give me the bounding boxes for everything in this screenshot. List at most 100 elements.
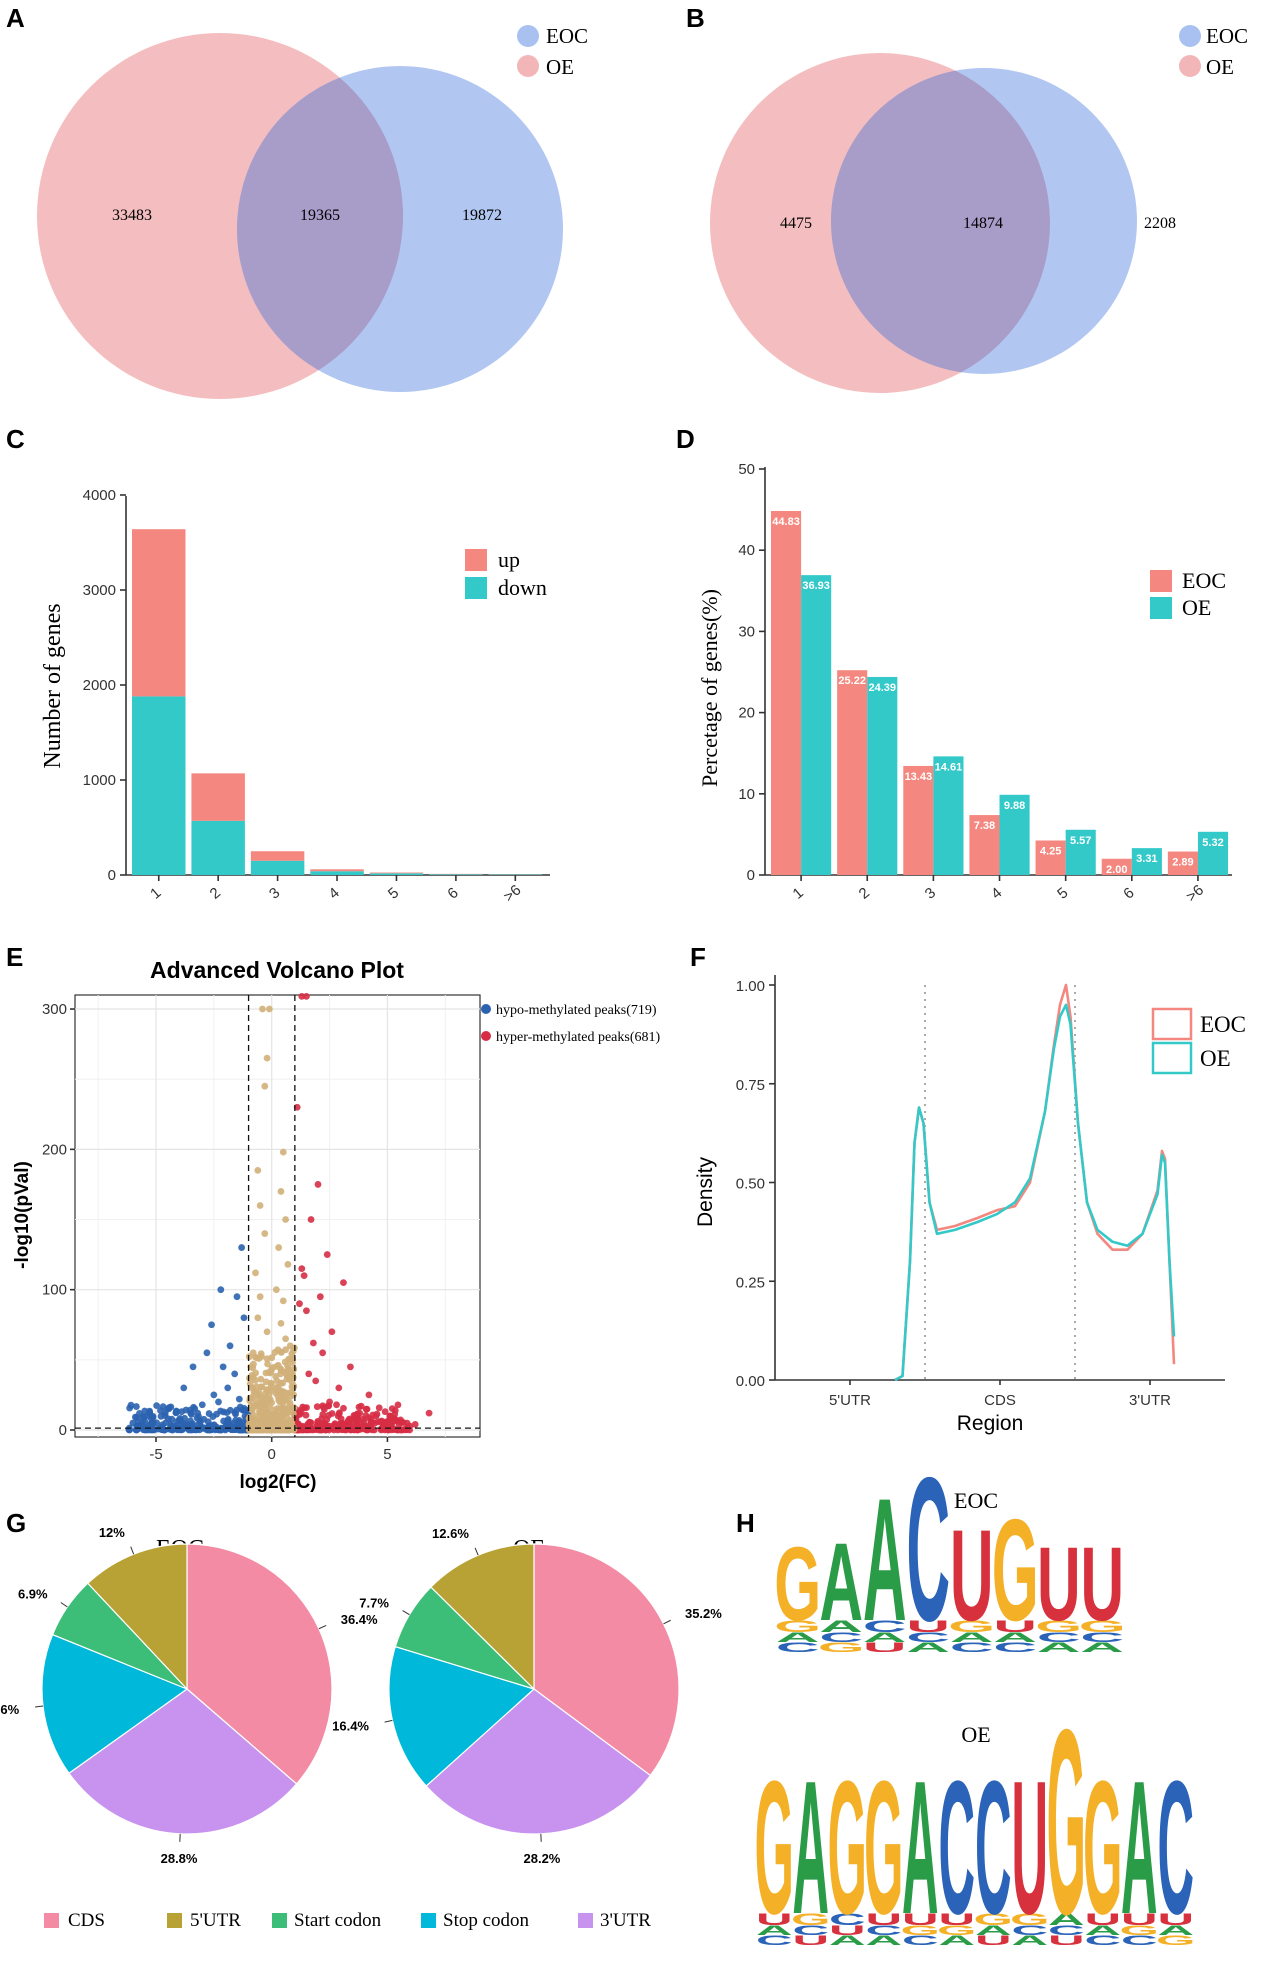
bar-value-label: 36.93	[802, 580, 830, 592]
panel-label-g: G	[6, 1508, 26, 1538]
bar-down	[250, 860, 305, 875]
y-tick-label: 1000	[83, 772, 116, 789]
y-axis-label: Density	[694, 1156, 717, 1227]
bar-value-label: 2.00	[1106, 864, 1127, 876]
hyper-point	[340, 1404, 347, 1412]
hypo-point	[149, 1426, 157, 1434]
bar-chart-c: 0 1000 2000 3000 4000 1 2 3 4 5 6 >6	[83, 487, 550, 906]
ns-point	[266, 1396, 274, 1403]
hyper-point	[317, 1420, 325, 1428]
bar-value-label: 4.25	[1040, 845, 1061, 857]
legend-label-oe: OE	[546, 55, 574, 79]
y-tick-label: 20	[738, 705, 755, 722]
slice-leader-line	[34, 1705, 44, 1708]
legend-swatch-5utr	[167, 1913, 182, 1928]
line-oe	[894, 1003, 1176, 1382]
logo-letter-a: A	[792, 1742, 829, 1954]
legend-label-oe: OE	[1182, 595, 1211, 620]
slice-percent-label: 28.8%	[161, 1851, 198, 1866]
logo-letter-c: C	[756, 1932, 793, 1948]
slice-leader-line	[60, 1602, 68, 1608]
hyper-point	[373, 1410, 381, 1418]
legend-label-3utr: 3'UTR	[600, 1910, 651, 1931]
logo-letter-c: C	[902, 1932, 939, 1948]
logo-letter-c: C	[819, 1630, 863, 1646]
ns-point	[256, 1202, 264, 1209]
bar-down	[429, 874, 483, 875]
hyper-point	[303, 1307, 310, 1315]
legend-swatch-eoc	[1151, 1007, 1193, 1041]
logo-letter-u: U	[938, 1910, 975, 1929]
hyper-point	[395, 1420, 403, 1428]
hypo-point	[168, 1415, 176, 1423]
hypo-point	[161, 1412, 169, 1420]
ns-point	[261, 1230, 269, 1237]
bar-value-label: 5.32	[1202, 837, 1223, 849]
bar-up	[369, 872, 424, 874]
logo-letter-u: U	[792, 1932, 829, 1948]
hypo-point	[173, 1418, 181, 1425]
x-tick-label: 0	[268, 1446, 276, 1463]
logo-letter-c: C	[776, 1640, 820, 1656]
bar-eoc	[771, 510, 802, 875]
hyper-point	[323, 1251, 331, 1258]
hyper-point	[328, 1328, 336, 1336]
hypo-point	[162, 1419, 170, 1427]
hypo-point	[175, 1425, 183, 1433]
hypo-point	[224, 1384, 232, 1392]
logo-letter-c: C	[1084, 1932, 1121, 1948]
logo-letter-c: C	[1037, 1630, 1081, 1646]
bar-eoc	[1035, 840, 1066, 875]
y-tick-label: 100	[42, 1282, 67, 1299]
ns-point	[274, 1361, 282, 1369]
hypo-point	[194, 1409, 202, 1417]
hypo-point	[178, 1408, 186, 1416]
x-tick-label: >6	[1183, 882, 1207, 906]
ns-point	[252, 1269, 259, 1277]
logo-letter-g: G	[1079, 1617, 1126, 1635]
hypo-point	[126, 1426, 133, 1434]
hyper-point	[425, 1409, 433, 1417]
logo-letter-a: A	[1084, 1922, 1121, 1938]
hypo-point	[190, 1422, 197, 1430]
slice-percent-label: 36.4%	[341, 1612, 378, 1627]
panel-b: B 4475 14874 2208 EOC OE	[686, 3, 1248, 393]
hyper-point	[316, 1293, 324, 1301]
logo-letter-u: U	[1037, 1526, 1081, 1644]
hypo-point	[208, 1425, 216, 1433]
panel-c: C 0 1000 2000 3000 4000 1 2 3 4 5 6 >6 Number of ge…	[6, 424, 550, 906]
ns-point	[272, 1412, 280, 1420]
hyper-point	[375, 1404, 383, 1412]
hyper-point	[298, 1265, 306, 1273]
bar-down	[132, 696, 186, 875]
hyper-point	[336, 1420, 344, 1428]
ns-point	[251, 1376, 259, 1384]
ns-point	[263, 1328, 271, 1336]
slice-percent-label: 16%	[0, 1702, 20, 1717]
logo-letter-c: C	[1080, 1630, 1124, 1646]
bar-value-label: 9.88	[1004, 800, 1025, 812]
ns-point	[265, 1414, 273, 1422]
hypo-point	[226, 1342, 234, 1350]
ns-point	[269, 1364, 277, 1371]
panel-label-a: A	[6, 3, 25, 33]
ns-point	[248, 1425, 256, 1433]
slice-leader-line	[474, 1547, 479, 1556]
y-tick-label: 200	[42, 1141, 67, 1158]
logo-letter-u: U	[1080, 1526, 1124, 1644]
venn-b-oe-only-count: 4475	[780, 215, 812, 232]
bar-oe	[1065, 829, 1096, 875]
hyper-point	[348, 1417, 355, 1425]
legend-swatch-hyper	[481, 1031, 491, 1041]
ns-point	[259, 1005, 266, 1013]
hypo-point	[231, 1409, 239, 1417]
logo-letter-g: G	[791, 1910, 830, 1929]
logo-letter-c: C	[950, 1640, 994, 1656]
bar-up	[132, 529, 186, 697]
y-tick-label: 0	[747, 867, 755, 884]
hypo-point	[217, 1286, 225, 1294]
legend-label-eoc: EOC	[1182, 568, 1226, 593]
pie-legend: CDS 5'UTR Start codon Stop codon 3'UTR	[44, 1910, 651, 1931]
